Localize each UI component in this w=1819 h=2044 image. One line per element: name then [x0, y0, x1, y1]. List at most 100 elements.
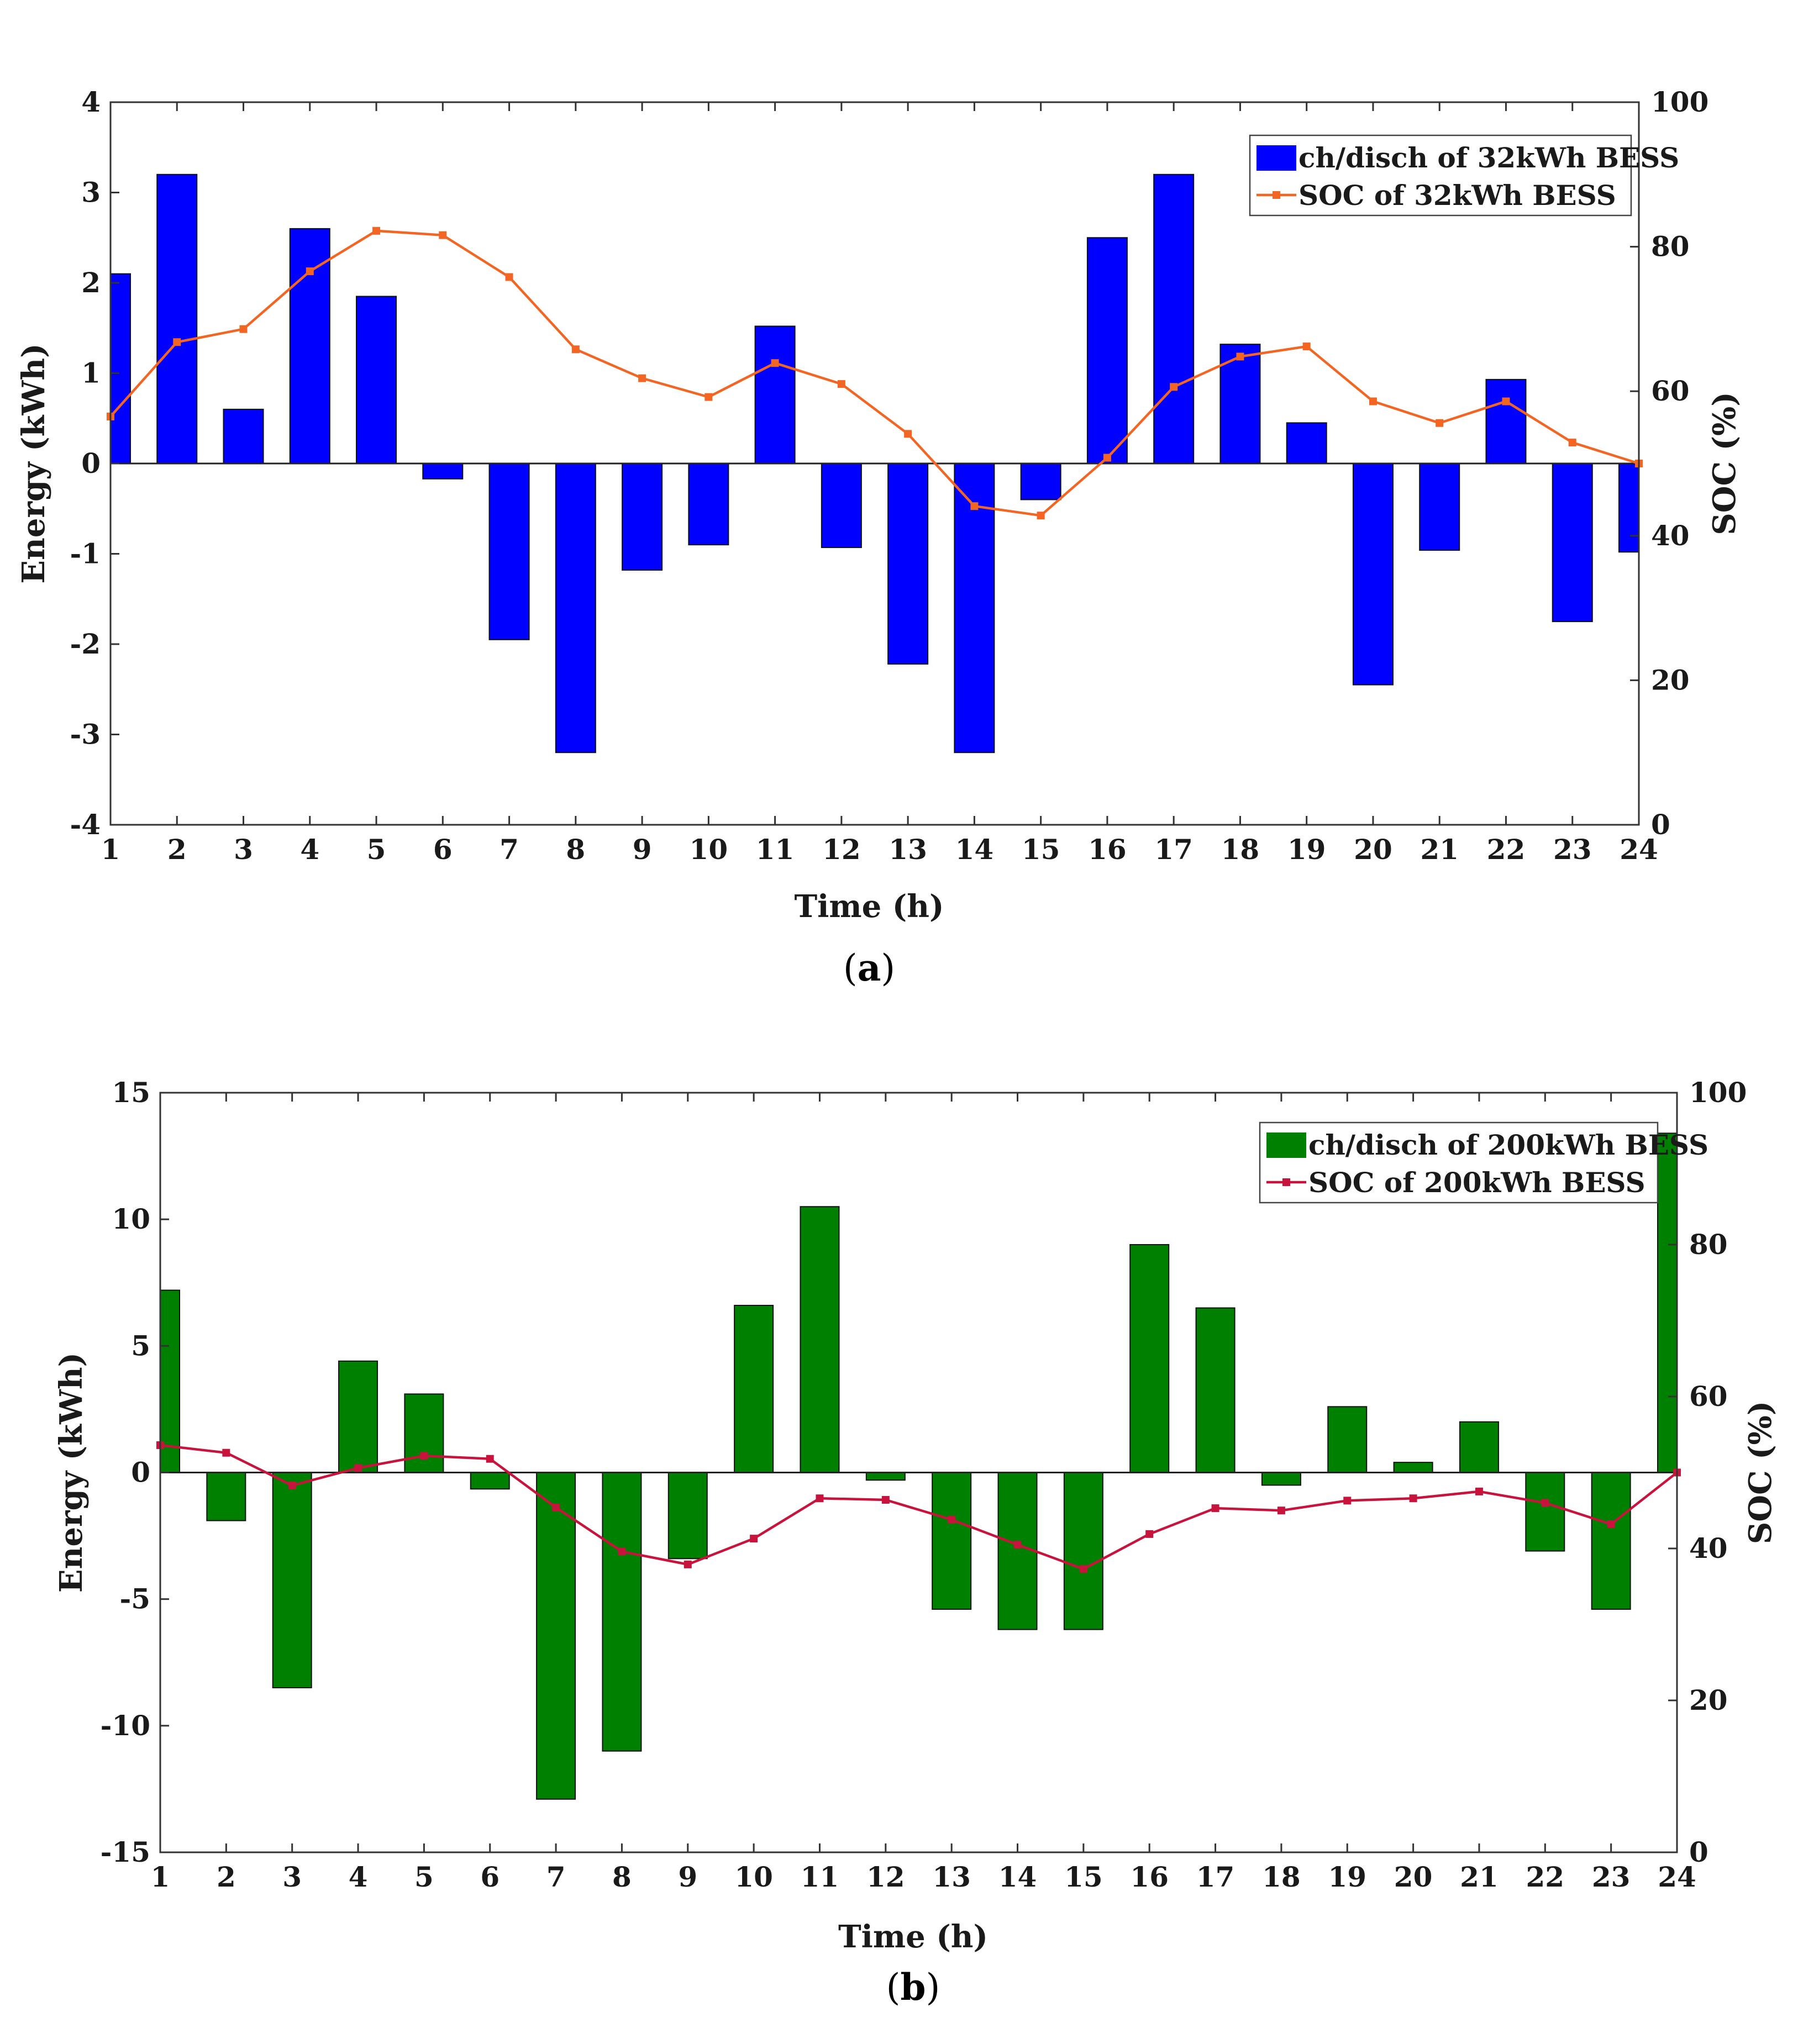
x-tick-label: 3 [282, 1861, 302, 1893]
y-tick-label: -3 [70, 718, 101, 751]
legend-box [1249, 134, 1632, 217]
bar-21 [1459, 1421, 1499, 1473]
y2-tick-label: 0 [1689, 1836, 1708, 1868]
bar-22 [1525, 1472, 1565, 1552]
x-tick-label: 11 [801, 1861, 839, 1893]
y2-tick-label: 60 [1689, 1380, 1728, 1413]
soc-point-8 [571, 345, 580, 354]
soc-point-14 [1013, 1541, 1022, 1549]
bar-11 [800, 1206, 840, 1473]
y2-tick-label: 40 [1689, 1532, 1728, 1564]
soc-point-14 [970, 502, 979, 510]
bar-20 [1393, 1462, 1433, 1473]
soc-point-9 [684, 1560, 692, 1568]
y-tick-label: -10 [101, 1709, 150, 1742]
soc-point-5 [372, 226, 381, 235]
bar-5 [404, 1393, 444, 1473]
bar-24 [1618, 463, 1639, 553]
y-tick-label: -4 [70, 808, 101, 841]
y2-tick-label: 80 [1689, 1228, 1728, 1261]
soc-point-5 [420, 1452, 428, 1460]
bar-16 [1086, 237, 1128, 464]
x-tick-label: 23 [1592, 1861, 1631, 1893]
x-tick-label: 14 [955, 833, 994, 866]
soc-point-3 [288, 1481, 296, 1489]
x-tick-label: 2 [167, 833, 187, 866]
y-tick-label: 1 [81, 357, 101, 389]
legend: ch/disch of 32kWh BESS SOC of 32kWh BESS [1249, 134, 1679, 217]
chart-panel-b: 1 2 3 4 5 6 7 8 9 10 11 12 13 14 15 16 17 18 19 20 21 22 23 24-… [53, 1076, 1779, 2009]
y2-tick-label: 0 [1651, 808, 1670, 841]
bar-12 [865, 1472, 906, 1481]
x-tick-label: 2 [217, 1861, 236, 1893]
soc-point-10 [750, 1535, 758, 1543]
x-tick-label: 18 [1262, 1861, 1301, 1893]
x-tick-label: 5 [367, 833, 386, 866]
y-tick-label: -5 [119, 1583, 150, 1615]
x-tick-label: 7 [500, 833, 519, 866]
y2-tick-label: 20 [1689, 1684, 1728, 1716]
x-axis-title: Time (h) [838, 1919, 988, 1955]
soc-point-15 [1079, 1565, 1087, 1573]
x-tick-label: 14 [998, 1861, 1037, 1893]
bar-15 [1063, 1472, 1103, 1630]
y-tick-label: 0 [81, 447, 101, 480]
soc-point-8 [618, 1547, 626, 1556]
x-tick-label: 5 [414, 1861, 434, 1893]
bar-15 [1020, 463, 1061, 501]
bar-6 [422, 463, 464, 480]
bar-17 [1153, 173, 1195, 464]
bar-24 [1657, 1132, 1677, 1473]
soc-point-7 [552, 1503, 560, 1511]
legend-line-label: SOC of 200kWh BESS [1308, 1166, 1645, 1199]
x-tick-label: 1 [151, 1861, 170, 1893]
soc-point-6 [439, 231, 447, 239]
x-tick-label: 16 [1088, 833, 1127, 866]
bar-10 [688, 463, 729, 546]
bar-3 [272, 1472, 312, 1689]
soc-point-20 [1369, 397, 1377, 405]
bar-16 [1129, 1244, 1170, 1473]
x-tick-label: 21 [1420, 833, 1459, 866]
soc-point-23 [1607, 1520, 1615, 1528]
legend-bar-label: ch/disch of 200kWh BESS [1308, 1129, 1708, 1161]
bar-19 [1327, 1406, 1368, 1473]
x-tick-label: 13 [932, 1861, 971, 1893]
bar-series [111, 173, 1639, 754]
soc-point-6 [486, 1455, 494, 1463]
bar-20 [1352, 463, 1394, 686]
x-tick-label: 16 [1130, 1861, 1169, 1893]
y-tick-label: -1 [70, 538, 101, 570]
x-tick-label: 10 [734, 1861, 773, 1893]
soc-point-11 [771, 359, 779, 367]
x-tick-label: 18 [1221, 833, 1260, 866]
x-tick-label: 7 [546, 1861, 566, 1893]
bar-9 [667, 1472, 708, 1560]
soc-point-12 [881, 1496, 890, 1504]
soc-point-17 [1170, 383, 1178, 391]
x-tick-label: 22 [1526, 1861, 1565, 1893]
bar-7 [536, 1472, 576, 1800]
soc-line [160, 1444, 1678, 1571]
legend-box [1259, 1121, 1659, 1204]
bar-12 [821, 463, 862, 549]
bar-3 [223, 408, 264, 465]
x-tick-label: 17 [1196, 1861, 1235, 1893]
bar-18 [1261, 1472, 1301, 1486]
bar-22 [1485, 378, 1527, 464]
x-tick-label: 20 [1394, 1861, 1433, 1893]
y-tick-label: 10 [112, 1203, 150, 1235]
soc-point-2 [173, 338, 181, 346]
x-tick-label: 24 [1620, 833, 1658, 866]
x-tick-label: 23 [1553, 833, 1592, 866]
soc-point-18 [1277, 1506, 1285, 1515]
soc-point-21 [1475, 1487, 1483, 1495]
bar-6 [470, 1472, 510, 1490]
x-tick-label: 13 [889, 833, 927, 866]
x-tick-label: 3 [234, 833, 253, 866]
x-tick-label: 21 [1460, 1861, 1499, 1893]
bar-13 [932, 1472, 972, 1610]
soc-point-12 [837, 380, 845, 388]
soc-point-13 [948, 1515, 956, 1524]
soc-point-16 [1145, 1530, 1154, 1538]
